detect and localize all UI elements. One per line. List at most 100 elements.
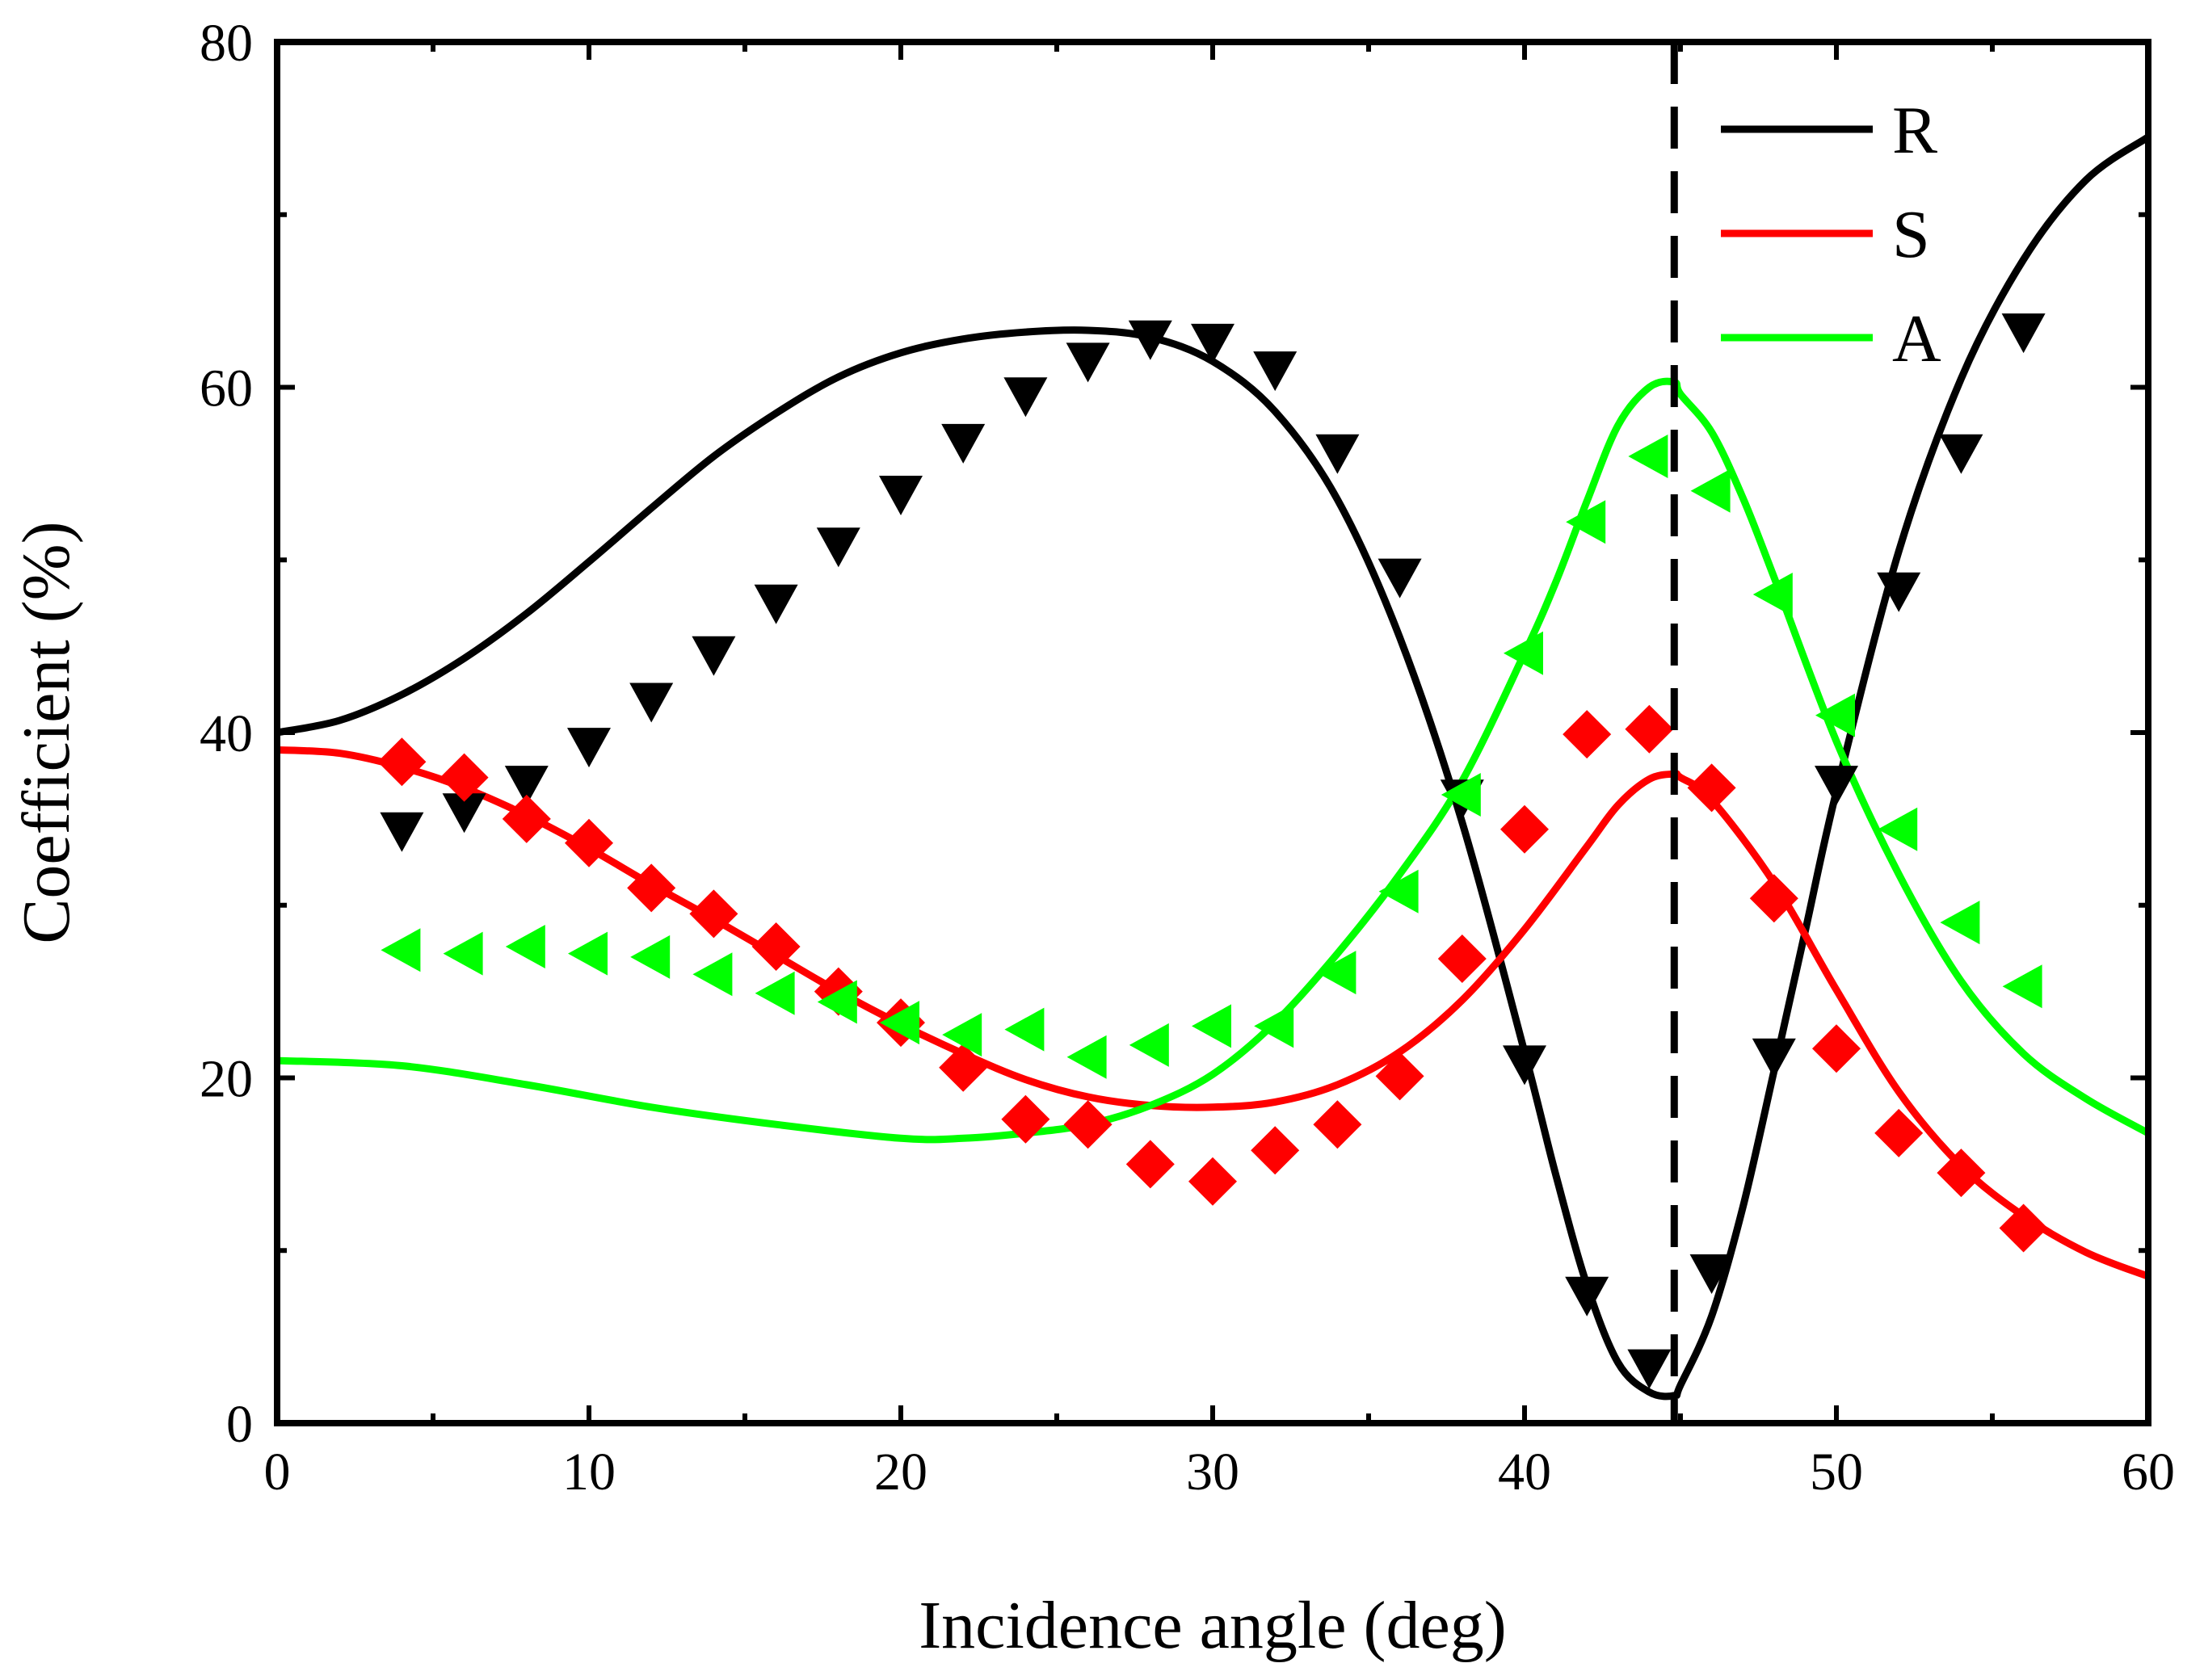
y-tick-label-0: 0 (226, 1395, 253, 1454)
data-point-S-30 (1188, 1157, 1237, 1206)
plot-frame (274, 39, 2151, 1426)
data-point-R-54 (1939, 434, 1983, 474)
data-point-R-42 (1565, 1276, 1609, 1317)
data-point-S-6 (440, 753, 489, 802)
data-point-S-16 (751, 922, 801, 971)
data-point-R-14 (692, 636, 736, 676)
y-axis-title: Coefficient (%) (9, 521, 84, 943)
data-point-A-52 (1878, 807, 1918, 851)
data-point-S-54 (1937, 1149, 1986, 1198)
x-tick-label-10: 10 (562, 1443, 616, 1502)
series-line-S (277, 746, 2148, 1280)
data-point-R-44 (1627, 1349, 1672, 1389)
data-point-A-56 (2002, 964, 2042, 1009)
data-point-S-32 (1251, 1126, 1300, 1175)
x-axis-title: Incidence angle (deg) (919, 1588, 1507, 1663)
legend: RSA (1721, 93, 1941, 376)
data-point-A-46 (1690, 468, 1731, 513)
data-point-R-6 (442, 793, 486, 834)
data-point-S-56 (1999, 1203, 2048, 1253)
data-point-A-12 (630, 934, 671, 979)
data-point-R-28 (1128, 320, 1172, 360)
data-point-R-52 (1877, 572, 1921, 612)
data-point-A-54 (1940, 901, 1980, 945)
data-point-A-38 (1441, 773, 1481, 817)
data-point-R-32 (1253, 351, 1298, 392)
x-tick-label-50: 50 (1810, 1443, 1863, 1502)
data-point-A-8 (505, 925, 545, 968)
data-point-S-44 (1625, 704, 1674, 754)
data-point-A-44 (1628, 435, 1668, 478)
x-tick-label-60: 60 (2122, 1443, 2175, 1502)
data-point-A-40 (1504, 631, 1543, 675)
x-tick-label-20: 20 (874, 1443, 927, 1502)
data-point-A-30 (1192, 1004, 1231, 1048)
data-point-A-20 (880, 1001, 919, 1045)
data-point-R-24 (1003, 377, 1048, 418)
data-point-S-12 (627, 863, 676, 913)
legend-label-R: R (1892, 93, 1937, 168)
data-point-R-16 (754, 584, 798, 624)
axis-ticks (275, 40, 2151, 1426)
data-point-R-20 (879, 476, 923, 515)
data-point-R-36 (1378, 558, 1422, 598)
x-tick-label-0: 0 (264, 1443, 291, 1502)
data-point-A-22 (942, 1013, 982, 1057)
data-point-A-16 (755, 971, 795, 1015)
data-point-R-34 (1315, 434, 1360, 474)
data-point-S-50 (1812, 1024, 1861, 1073)
data-point-S-40 (1500, 804, 1549, 854)
data-point-R-56 (2001, 313, 2046, 354)
data-point-R-50 (1815, 766, 1858, 806)
data-point-S-24 (1001, 1094, 1050, 1144)
data-point-R-12 (629, 682, 674, 723)
data-point-A-42 (1566, 500, 1606, 544)
data-point-R-40 (1503, 1045, 1546, 1086)
data-point-R-8 (504, 766, 549, 806)
data-point-R-48 (1752, 1038, 1796, 1078)
data-point-A-4 (381, 928, 421, 972)
data-point-S-10 (565, 818, 613, 867)
data-point-A-32 (1254, 1004, 1294, 1048)
legend-label-A: A (1892, 301, 1941, 376)
data-point-A-50 (1815, 693, 1855, 737)
data-point-R-18 (816, 527, 860, 568)
data-point-S-14 (689, 889, 738, 939)
data-point-A-18 (817, 980, 857, 1024)
axis-tick-labels: 0 10 20 30 40 50 60 0 20 40 60 80 (200, 14, 2175, 1502)
data-point-A-36 (1378, 869, 1419, 914)
y-tick-label-20: 20 (200, 1050, 253, 1109)
data-point-A-10 (568, 931, 608, 976)
data-point-A-14 (692, 952, 733, 997)
data-point-A-26 (1066, 1035, 1107, 1079)
data-point-S-8 (502, 794, 551, 843)
data-point-A-34 (1316, 951, 1356, 995)
data-point-S-34 (1313, 1100, 1362, 1149)
data-point-R-30 (1191, 323, 1234, 363)
data-point-R-10 (567, 728, 611, 768)
data-point-R-26 (1066, 342, 1110, 383)
data-point-S-52 (1874, 1108, 1924, 1157)
data-point-R-46 (1689, 1254, 1734, 1294)
data-point-S-26 (1063, 1100, 1113, 1149)
data-point-S-22 (939, 1043, 988, 1092)
data-point-A-6 (443, 931, 483, 976)
x-tick-label-40: 40 (1498, 1443, 1551, 1502)
measured-markers (377, 313, 2048, 1389)
data-point-A-24 (1004, 1007, 1045, 1052)
data-point-S-48 (1749, 874, 1798, 923)
series-line-A (277, 377, 2148, 1144)
x-tick-label-30: 30 (1186, 1443, 1239, 1502)
y-tick-label-80: 80 (200, 14, 253, 73)
data-point-A-48 (1752, 573, 1793, 616)
data-point-A-28 (1129, 1023, 1169, 1067)
data-point-S-4 (377, 737, 427, 787)
data-point-S-46 (1687, 763, 1736, 813)
legend-label-S: S (1892, 197, 1930, 272)
y-tick-label-60: 60 (200, 359, 253, 418)
data-point-R-22 (941, 423, 986, 464)
data-point-S-28 (1125, 1140, 1175, 1189)
data-point-S-38 (1437, 934, 1487, 983)
data-point-R-4 (380, 812, 424, 852)
